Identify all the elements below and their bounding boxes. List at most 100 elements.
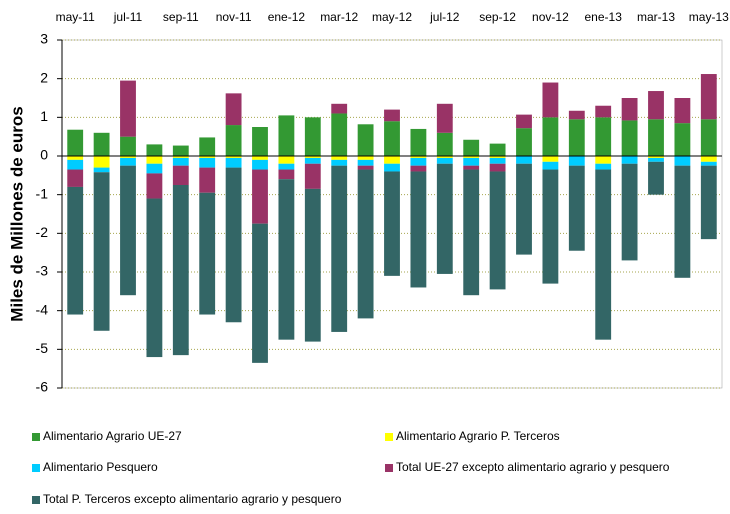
bar-segment [674, 123, 691, 156]
x-tick-label: sep-12 [479, 10, 516, 24]
bar-segment [542, 169, 559, 284]
bar-segment [489, 163, 506, 172]
y-tick-label: 3 [40, 31, 48, 47]
bar-segment [172, 185, 189, 356]
bar-segment [463, 156, 480, 158]
bar-segment [384, 171, 400, 276]
bar-segment [120, 157, 136, 166]
bar-segment [410, 156, 427, 158]
bar-segment [146, 144, 163, 156]
bar-segment [252, 156, 268, 160]
legend-swatch [385, 433, 393, 441]
bar-segment [225, 93, 242, 126]
bar-segment [463, 165, 480, 170]
bar-segment [595, 163, 612, 170]
bar-segment [146, 198, 163, 358]
y-tick-label: -2 [36, 224, 49, 240]
bar-segment [331, 156, 348, 160]
bar-segment [120, 156, 136, 158]
bar-segment [199, 157, 216, 168]
legend-label: Total UE-27 excepto alimentario agrario … [396, 460, 670, 474]
x-tick-label: jul-12 [429, 10, 460, 24]
bar-segment [489, 156, 506, 158]
legend-swatch [32, 464, 40, 472]
bar-segment [384, 163, 400, 172]
bar-segment [436, 157, 453, 164]
bar-segment [67, 159, 84, 170]
bar-segment [410, 157, 427, 166]
bar-segment [463, 139, 480, 156]
bar-segment [225, 156, 242, 158]
bar-segment [542, 156, 559, 162]
bar-segment [67, 186, 84, 315]
bar-segment [436, 132, 453, 156]
bar-segment [225, 157, 242, 168]
bar-segment [199, 192, 216, 315]
bar-segment [67, 169, 84, 187]
bar-segment [595, 169, 612, 340]
legend-label: Alimentario Pesquero [43, 460, 158, 474]
bar-segment [146, 163, 163, 174]
bar-segment [331, 103, 348, 114]
y-tick-label: 0 [40, 147, 48, 163]
x-tick-label: may-11 [56, 10, 95, 24]
bar-segment [120, 136, 136, 156]
legend-label: Total P. Terceros excepto alimentario ag… [43, 492, 342, 506]
bar-segment [252, 169, 268, 224]
bar-segment [93, 156, 110, 168]
y-tick-label: 2 [40, 69, 48, 85]
bar-segment [67, 129, 84, 156]
bar-segment [384, 121, 400, 156]
x-tick-label: sep-11 [163, 10, 199, 24]
bar-segment [621, 163, 638, 261]
x-tick-label: mar-13 [637, 10, 675, 24]
bar-segment [146, 173, 163, 199]
bar-segment [595, 156, 612, 164]
legend-swatch [385, 464, 393, 472]
x-tick-label: jul-11 [113, 10, 143, 24]
bar-segment [357, 169, 374, 319]
bar-segment [278, 169, 295, 180]
bar-segment [568, 119, 585, 156]
bar-segment [648, 91, 664, 120]
bar-segment [463, 169, 480, 296]
bar-segment [172, 156, 189, 158]
bar-segment [595, 117, 612, 156]
legend-swatch [32, 433, 40, 441]
bar-segment [516, 128, 532, 156]
bar-segment [172, 145, 189, 156]
bar-segment [621, 98, 638, 121]
bar-segment [304, 163, 321, 189]
bar-segment [357, 165, 374, 170]
bar-segment [516, 163, 532, 255]
x-tick-label: ene-13 [585, 10, 623, 24]
bar-segment [199, 156, 216, 158]
bar-segment [172, 157, 189, 166]
bar-segment [436, 103, 453, 133]
bar-segment [225, 125, 242, 156]
bar-segment [648, 161, 664, 195]
bar-segment [516, 114, 532, 129]
bar-segment [384, 156, 400, 164]
bar-segment [93, 167, 110, 173]
bar-segment [331, 113, 348, 156]
bar-segment [304, 117, 321, 156]
y-tick-label: -5 [36, 340, 49, 356]
bar-segment [357, 124, 374, 156]
bar-segment [331, 159, 348, 166]
y-tick-label: 1 [40, 108, 48, 124]
bar-segment [621, 120, 638, 156]
bar-segment [648, 119, 664, 156]
bar-segment [278, 163, 295, 170]
bar-segment [225, 167, 242, 323]
bar-segment [542, 117, 559, 156]
bar-segment [489, 143, 506, 156]
x-tick-label: nov-12 [532, 10, 569, 24]
legend-label: Alimentario Agrario UE-27 [43, 429, 182, 443]
bar-segment [674, 165, 691, 278]
bar-segment [595, 105, 612, 118]
x-tick-label: may-13 [689, 10, 729, 24]
x-tick-label: may-12 [372, 10, 412, 24]
bar-segment [120, 165, 136, 296]
